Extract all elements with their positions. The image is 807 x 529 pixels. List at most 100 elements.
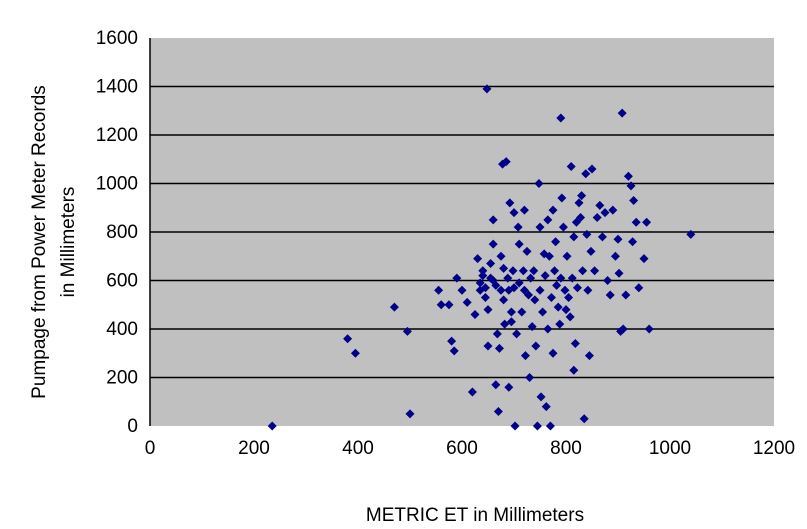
y-tick-label: 600 — [106, 271, 138, 292]
data-point — [556, 113, 566, 123]
data-point — [483, 305, 493, 315]
data-point — [603, 276, 613, 285]
data-point — [644, 324, 654, 334]
data-point — [579, 414, 589, 424]
data-point — [582, 229, 592, 239]
data-point — [402, 326, 412, 336]
x-tick-label: 800 — [550, 438, 582, 459]
x-tick-label: 1200 — [753, 438, 795, 459]
data-point — [457, 285, 467, 295]
data-point — [519, 285, 529, 295]
y-tick-label: 0 — [127, 416, 138, 437]
grid-lines — [149, 38, 774, 426]
data-point — [480, 283, 490, 293]
data-point — [529, 266, 539, 276]
data-point — [434, 285, 444, 295]
data-point — [514, 278, 524, 288]
data-point — [584, 351, 594, 361]
data-point — [532, 421, 542, 431]
data-point — [551, 237, 561, 247]
data-point — [522, 246, 532, 256]
y-tick-label: 200 — [106, 368, 138, 389]
data-point — [389, 302, 399, 312]
data-point — [597, 232, 607, 242]
data-point — [525, 373, 535, 382]
data-point — [578, 266, 588, 276]
data-point — [569, 365, 579, 375]
data-point — [545, 421, 555, 431]
data-point — [558, 222, 568, 232]
data-point — [482, 84, 492, 94]
data-point — [621, 290, 631, 300]
data-point — [486, 259, 496, 269]
data-point — [595, 200, 605, 210]
data-point — [510, 421, 520, 431]
data-point — [447, 336, 457, 346]
data-point — [473, 254, 483, 264]
data-point — [535, 285, 545, 295]
data-point — [629, 195, 639, 205]
data-point — [534, 179, 544, 188]
data-point — [493, 406, 503, 416]
data-point — [556, 273, 566, 283]
data-point — [520, 351, 530, 361]
data-point — [565, 312, 575, 322]
data-point — [483, 341, 493, 351]
data-point — [540, 271, 550, 281]
data-point — [600, 208, 610, 218]
data-point — [491, 280, 501, 290]
x-axis-title: METRIC ET in Millimeters — [366, 505, 584, 526]
data-point — [634, 283, 644, 293]
data-point — [513, 222, 523, 232]
data-point — [544, 251, 554, 261]
data-point — [449, 346, 459, 356]
data-point — [564, 292, 574, 302]
data-point — [553, 302, 563, 312]
data-point — [499, 263, 509, 273]
data-point — [535, 222, 545, 232]
data-point — [628, 237, 638, 247]
data-point — [543, 324, 553, 334]
data-point — [617, 108, 627, 118]
data-point — [608, 205, 618, 215]
data-point — [552, 280, 562, 290]
data-point — [519, 205, 529, 215]
data-point — [509, 208, 519, 218]
data-point — [506, 307, 516, 317]
data-point — [526, 273, 536, 283]
data-point — [605, 290, 615, 300]
data-point — [592, 212, 602, 222]
data-point — [504, 382, 514, 392]
data-point — [405, 409, 415, 419]
data-point — [478, 266, 488, 276]
data-point — [494, 343, 504, 353]
y-tick-label: 1600 — [96, 28, 138, 49]
y-axis-tick-labels: 0 200 400 600 800 1000 1200 1400 1600 — [96, 28, 138, 437]
data-point — [623, 171, 633, 181]
data-point — [527, 322, 537, 332]
data-point — [536, 392, 546, 402]
x-tick-label: 600 — [446, 438, 478, 459]
y-tick-label: 400 — [106, 319, 138, 340]
data-point — [512, 329, 522, 339]
y-tick-label: 1400 — [96, 77, 138, 98]
data-point — [492, 329, 502, 339]
data-point — [577, 191, 587, 201]
data-point — [475, 278, 485, 288]
data-point — [500, 319, 510, 329]
data-point — [499, 295, 509, 305]
data-point — [590, 266, 600, 276]
data-point — [343, 334, 353, 344]
data-point — [505, 198, 515, 208]
data-point — [587, 164, 597, 174]
data-point — [631, 217, 641, 227]
data-point — [488, 239, 498, 249]
data-point — [574, 198, 584, 208]
data-points — [267, 84, 696, 431]
data-point — [488, 215, 498, 225]
y-axis-title-line-1: Pumpage from Power Meter Records — [29, 85, 50, 399]
data-point — [548, 348, 558, 358]
data-point — [444, 300, 454, 310]
data-point — [626, 181, 636, 191]
